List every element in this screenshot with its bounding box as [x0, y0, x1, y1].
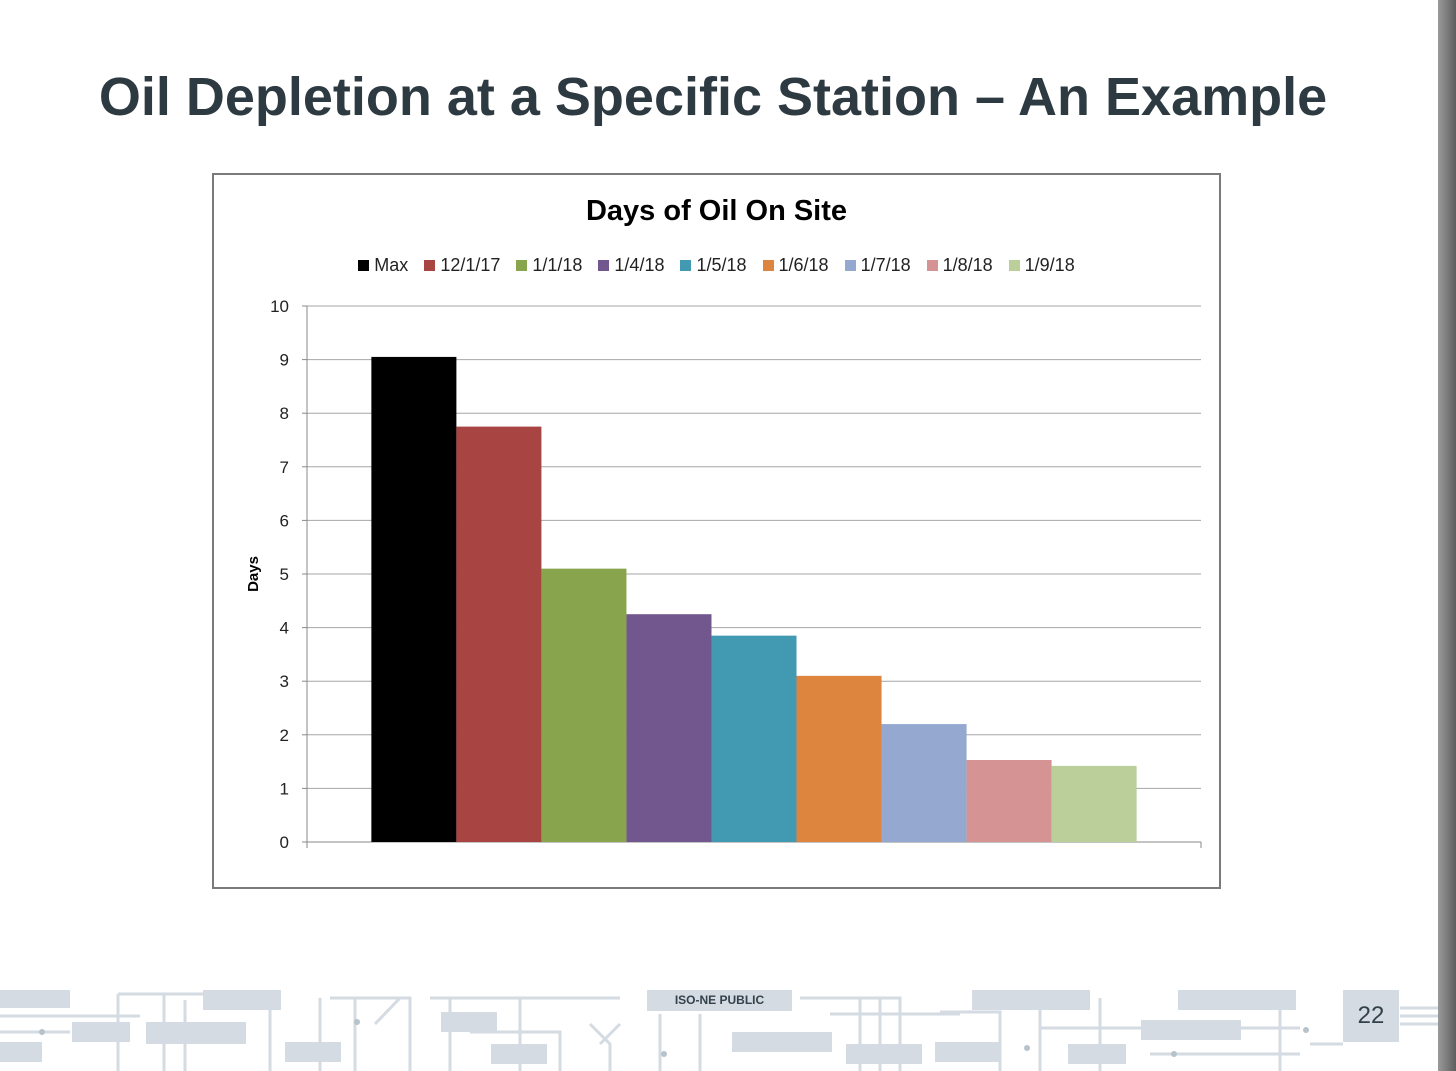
y-tick-label: 2 — [280, 726, 289, 745]
legend-item: 1/5/18 — [680, 255, 747, 276]
bar-1-4-18 — [626, 614, 712, 842]
chart-legend: Max 12/1/17 1/1/18 1/4/18 1/5/18 1/6/18 1/7/18… — [214, 255, 1219, 276]
bar-1-6-18 — [796, 675, 882, 842]
bar-max — [371, 356, 457, 842]
legend-swatch — [516, 260, 528, 271]
y-tick-label: 9 — [280, 351, 289, 370]
chart-title: Days of Oil On Site — [585, 195, 848, 227]
legend-swatch — [424, 260, 436, 271]
bar-1-9-18 — [1051, 765, 1137, 842]
window-edge — [1438, 0, 1456, 1071]
y-tick-label: 1 — [280, 779, 289, 798]
y-axis-label: Days — [245, 556, 262, 592]
legend-item: 1/4/18 — [598, 255, 664, 276]
slide-title: Oil Depletion at a Specific Station – An… — [98, 67, 1328, 127]
bar-1-7-18 — [881, 724, 967, 842]
legend-item: 1/6/18 — [762, 255, 829, 276]
chart-frame: Days of Oil On Site Max 12/1/17 1/1/18 1/4/… — [212, 173, 1221, 889]
y-tick-label: 3 — [280, 672, 289, 691]
legend-swatch — [1008, 260, 1020, 271]
circuit-decoration — [0, 990, 1438, 1071]
bar-1-8-18 — [966, 759, 1052, 842]
legend-label: 1/5/18 — [696, 255, 747, 275]
legend-item: Max — [358, 255, 408, 276]
legend-item: 1/7/18 — [844, 255, 911, 276]
classification-label: ISO-NE PUBLIC — [647, 990, 792, 1011]
legend-item: 1/1/18 — [516, 255, 582, 276]
y-tick-label: 7 — [280, 458, 289, 477]
legend-label: 1/8/18 — [942, 255, 993, 275]
page-number: 22 — [1343, 990, 1399, 1042]
legend-swatch — [844, 260, 856, 271]
legend-swatch — [358, 260, 370, 271]
legend-label: 1/9/18 — [1024, 255, 1075, 275]
legend-swatch — [598, 260, 610, 271]
legend-label: 12/1/17 — [440, 255, 501, 275]
bar-1-1-18 — [541, 568, 627, 842]
legend-label: Max — [374, 255, 409, 275]
legend-item: 1/8/18 — [926, 255, 993, 276]
y-tick-label: 5 — [280, 565, 289, 584]
y-tick-label: 8 — [280, 404, 289, 423]
legend-label: 1/1/18 — [532, 255, 583, 275]
y-tick-label: 10 — [270, 297, 289, 316]
legend-swatch — [680, 260, 692, 271]
legend-swatch — [762, 260, 774, 271]
y-tick-label: 4 — [280, 619, 289, 638]
y-tick-label: 6 — [280, 511, 289, 530]
legend-swatch — [926, 260, 938, 271]
y-tick-label: 0 — [280, 833, 289, 852]
legend-label: 1/6/18 — [778, 255, 829, 275]
legend-item: 12/1/17 — [424, 255, 500, 276]
legend-label: 1/7/18 — [860, 255, 911, 275]
legend-item: 1/9/18 — [1008, 255, 1075, 276]
bar-12-1-17 — [456, 426, 542, 842]
bar-1-5-18 — [711, 635, 797, 842]
bar-chart-plot: 0 1 2 3 4 5 6 7 8 9 10 Days — [245, 297, 1202, 852]
legend-label: 1/4/18 — [614, 255, 665, 275]
